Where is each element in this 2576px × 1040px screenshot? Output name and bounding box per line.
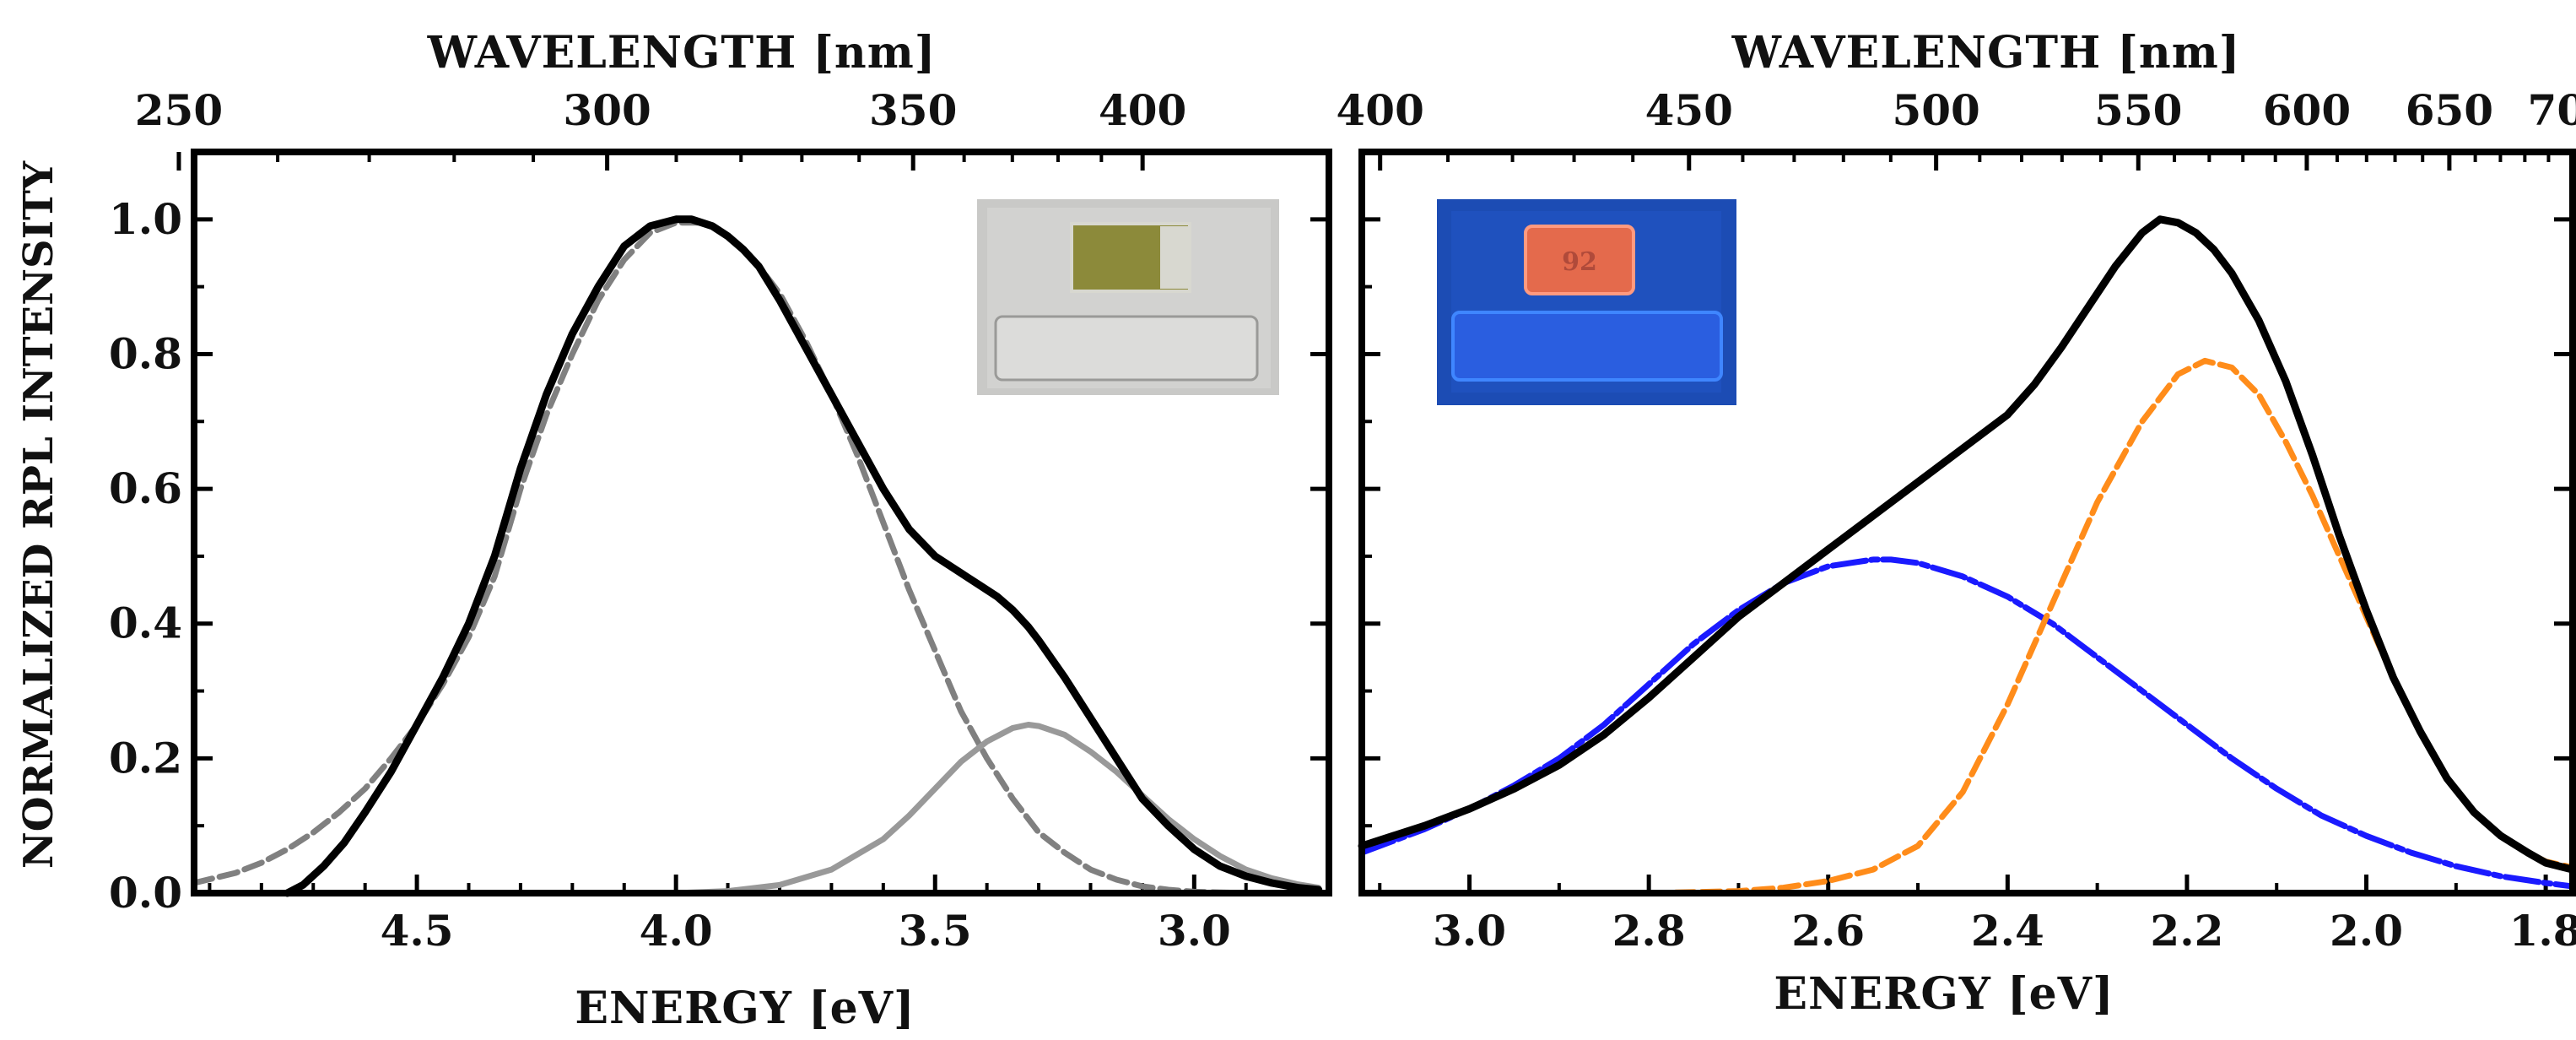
left-top-axis-title: WAVELENGTH [nm] [427, 27, 937, 79]
left-x-tick-label: 3.5 [899, 906, 972, 956]
y-tick-label: 0.0 [109, 868, 182, 918]
inset-luminescent-chip [1524, 225, 1635, 295]
left-top-tick-label: 250 [135, 85, 223, 135]
left-x-axis-title: ENERGY [eV] [575, 983, 915, 1034]
right-series-group [1358, 215, 2576, 896]
right-x-tick-label: 2.2 [2150, 906, 2223, 956]
left-series-group [191, 215, 1323, 897]
inset-blue-plate [1451, 311, 1723, 382]
left-y-axis-title: NORMALIZED RPL INTENSITY [15, 160, 62, 869]
right-x-tick-label: 2.0 [2330, 906, 2403, 956]
y-tick-label: 1.0 [109, 194, 182, 244]
right-top-axis-title: WAVELENGTH [nm] [1731, 27, 2241, 79]
right-bottom-tick-group: 3.0 2.8 2.6 2.4 2.2 2.0 1.8 [1378, 875, 2576, 956]
right-top-tick-label: 550 [2094, 85, 2182, 135]
right-inset-photo: 92 [1437, 199, 1736, 405]
left-top-tick-label: 400 [1099, 85, 1186, 135]
right-top-tick-label: 700 [2528, 85, 2576, 135]
right-x-tick-label: 2.6 [1791, 906, 1865, 956]
right-top-tick-label: 400 [1336, 85, 1423, 135]
y-tick-label: 0.2 [109, 733, 182, 783]
right-panel: WAVELENGTH [nm] ENERGY [eV] 400 450 500 550… [1336, 27, 2576, 1020]
left-top-tick-label: 300 [563, 85, 651, 135]
left-panel: WAVELENGTH [nm] NORMALIZED RPL INTENSITY… [15, 27, 1332, 1034]
left-series-0 [284, 215, 1323, 897]
left-x-tick-label: 3.0 [1158, 906, 1231, 956]
right-top-tick-label: 650 [2406, 85, 2493, 135]
right-x-tick-label: 1.8 [2509, 906, 2576, 956]
y-tick-label: 0.4 [109, 599, 182, 648]
svg-text:92: 92 [1562, 247, 1597, 277]
left-plot-frame [191, 149, 1332, 896]
y-tick-label: 0.8 [109, 328, 182, 378]
right-top-tick-label: 500 [1892, 85, 1979, 135]
left-series-2 [191, 722, 1322, 896]
left-top-tick-group: 250 300 350 400 [135, 85, 1186, 171]
inset-glass-plate [994, 315, 1259, 382]
left-inset-photo [977, 199, 1279, 395]
right-x-tick-label: 3.0 [1433, 906, 1506, 956]
left-x-tick-label: 4.0 [640, 906, 713, 956]
right-x-tick-label: 2.4 [1971, 906, 2044, 956]
left-y-tick-group: 0.0 0.2 0.4 0.6 0.8 1.0 [109, 150, 1329, 918]
right-top-tick-group: 400 450 500 550 600 650 700 [1336, 85, 2576, 171]
left-bottom-tick-group: 4.5 4.0 3.5 3.0 [208, 875, 1300, 956]
right-x-axis-title: ENERGY [eV] [1774, 968, 2114, 1020]
y-tick-label: 0.6 [109, 463, 182, 513]
right-x-tick-label: 2.8 [1612, 906, 1686, 956]
right-top-tick-label: 450 [1645, 85, 1733, 135]
right-series-0 [1358, 215, 2576, 874]
left-top-tick-label: 350 [869, 85, 957, 135]
right-top-tick-label: 600 [2263, 85, 2351, 135]
right-plot-frame [1358, 149, 2576, 896]
left-x-tick-label: 4.5 [381, 906, 454, 956]
right-series-1 [1358, 556, 2576, 890]
